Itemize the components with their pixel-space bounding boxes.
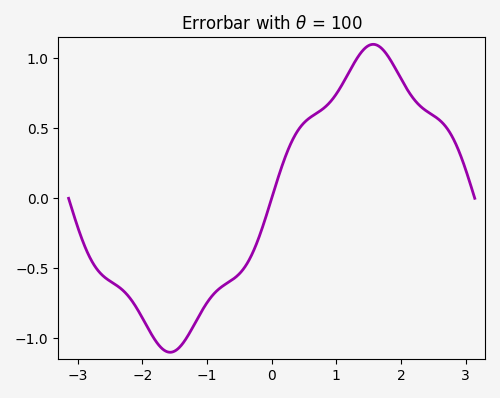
Title: Errorbar with $\theta$ = 100: Errorbar with $\theta$ = 100 <box>180 15 362 33</box>
